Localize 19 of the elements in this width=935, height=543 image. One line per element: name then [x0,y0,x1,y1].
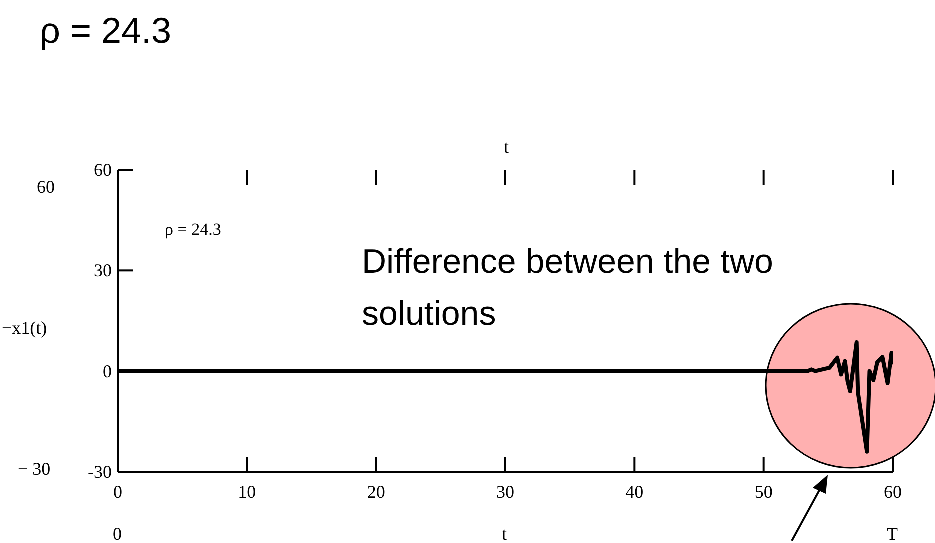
chart-title: ρ = 24.3 [40,10,172,52]
x-tick-label: 40 [626,482,644,502]
annotation: ρ = 24.3 [165,220,222,240]
text: 60 [37,177,55,198]
x-tick-label: 50 [754,482,773,502]
y-tick-label: 30 [94,260,112,281]
y-axis-title: −x1(t) [2,318,48,339]
text: − 30 [18,459,51,480]
text: t [504,137,510,158]
text: T [887,524,898,543]
y-tick-label: -30 [88,462,112,482]
x-tick-label: 20 [367,482,386,502]
x-axis-title: t [502,524,508,543]
x-tick-label: 30 [496,482,514,502]
y-tick-label: 0 [103,361,112,382]
y-tick-label: 60 [94,160,112,180]
x-tick-label: 10 [238,482,256,502]
x-tick-label: 60 [884,482,902,502]
annotation: Difference between the two solutions [362,242,774,335]
